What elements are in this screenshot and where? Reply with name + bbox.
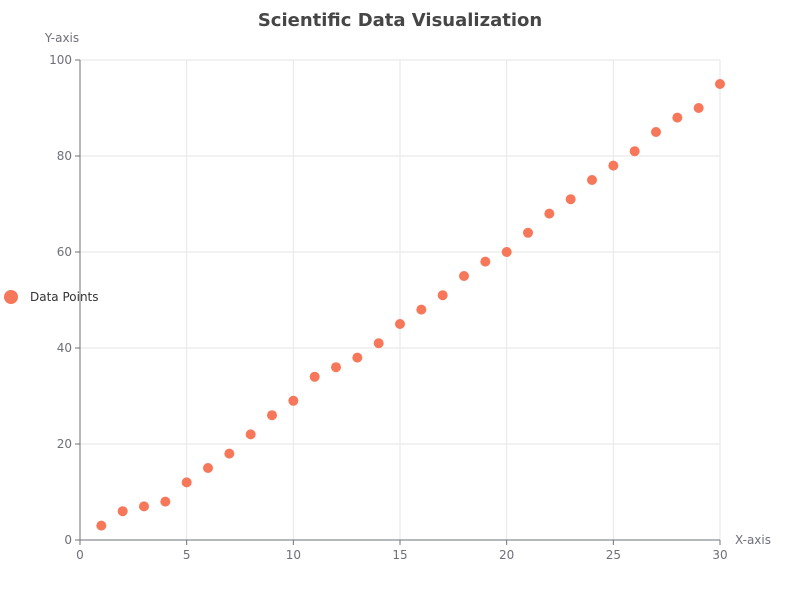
legend[interactable]: Data Points bbox=[4, 290, 99, 304]
data-point[interactable] bbox=[587, 175, 597, 185]
data-point[interactable] bbox=[181, 477, 192, 488]
y-tick-label: 40 bbox=[57, 341, 72, 355]
data-point[interactable] bbox=[203, 463, 213, 473]
data-point[interactable] bbox=[608, 160, 619, 171]
point-layer bbox=[96, 79, 725, 531]
data-point[interactable] bbox=[416, 304, 427, 315]
data-point[interactable] bbox=[160, 496, 171, 507]
x-tick-label: 5 bbox=[183, 548, 191, 562]
x-tick-label: 0 bbox=[76, 548, 84, 562]
y-tick-label: 0 bbox=[64, 533, 72, 547]
data-point[interactable] bbox=[224, 448, 235, 459]
data-point[interactable] bbox=[629, 146, 640, 157]
chart-title: Scientific Data Visualization bbox=[257, 10, 543, 31]
x-tick-label: 30 bbox=[712, 548, 727, 562]
data-point[interactable] bbox=[139, 501, 149, 512]
data-point[interactable] bbox=[565, 194, 576, 205]
data-point[interactable] bbox=[117, 506, 128, 517]
data-point[interactable] bbox=[693, 103, 704, 113]
x-tick-label: 25 bbox=[606, 548, 621, 562]
data-point[interactable] bbox=[437, 290, 448, 301]
x-tick-label: 20 bbox=[499, 548, 514, 562]
data-point[interactable] bbox=[459, 271, 469, 281]
x-tick-label: 15 bbox=[392, 548, 407, 562]
data-point[interactable] bbox=[96, 520, 107, 531]
y-tick-label: 80 bbox=[57, 149, 72, 163]
data-point[interactable] bbox=[715, 79, 725, 89]
data-point[interactable] bbox=[288, 395, 299, 406]
data-point[interactable] bbox=[267, 410, 277, 421]
data-point[interactable] bbox=[373, 338, 384, 349]
data-point[interactable] bbox=[651, 127, 661, 137]
data-point[interactable] bbox=[352, 352, 363, 363]
data-point[interactable] bbox=[480, 256, 491, 267]
data-point[interactable] bbox=[544, 208, 555, 219]
legend-marker-icon bbox=[4, 290, 18, 304]
y-tick-label: 100 bbox=[49, 53, 72, 67]
data-point[interactable] bbox=[395, 319, 405, 329]
data-point[interactable] bbox=[523, 227, 533, 238]
y-axis-label: Y-axis bbox=[44, 31, 79, 45]
grid-layer bbox=[80, 59, 721, 540]
data-point[interactable] bbox=[501, 247, 512, 257]
axis-layer: 0 5 10 15 20 25 30 0 20 40 60 80 100 bbox=[49, 53, 728, 562]
data-point[interactable] bbox=[245, 429, 256, 440]
y-tick-label: 20 bbox=[57, 437, 72, 451]
y-tick-label: 60 bbox=[57, 245, 72, 259]
data-point[interactable] bbox=[672, 112, 683, 123]
legend-label: Data Points bbox=[30, 290, 99, 304]
x-axis-label: X-axis bbox=[735, 533, 771, 547]
data-point[interactable] bbox=[331, 362, 341, 373]
x-tick-label: 10 bbox=[286, 548, 301, 562]
data-point[interactable] bbox=[309, 371, 320, 382]
